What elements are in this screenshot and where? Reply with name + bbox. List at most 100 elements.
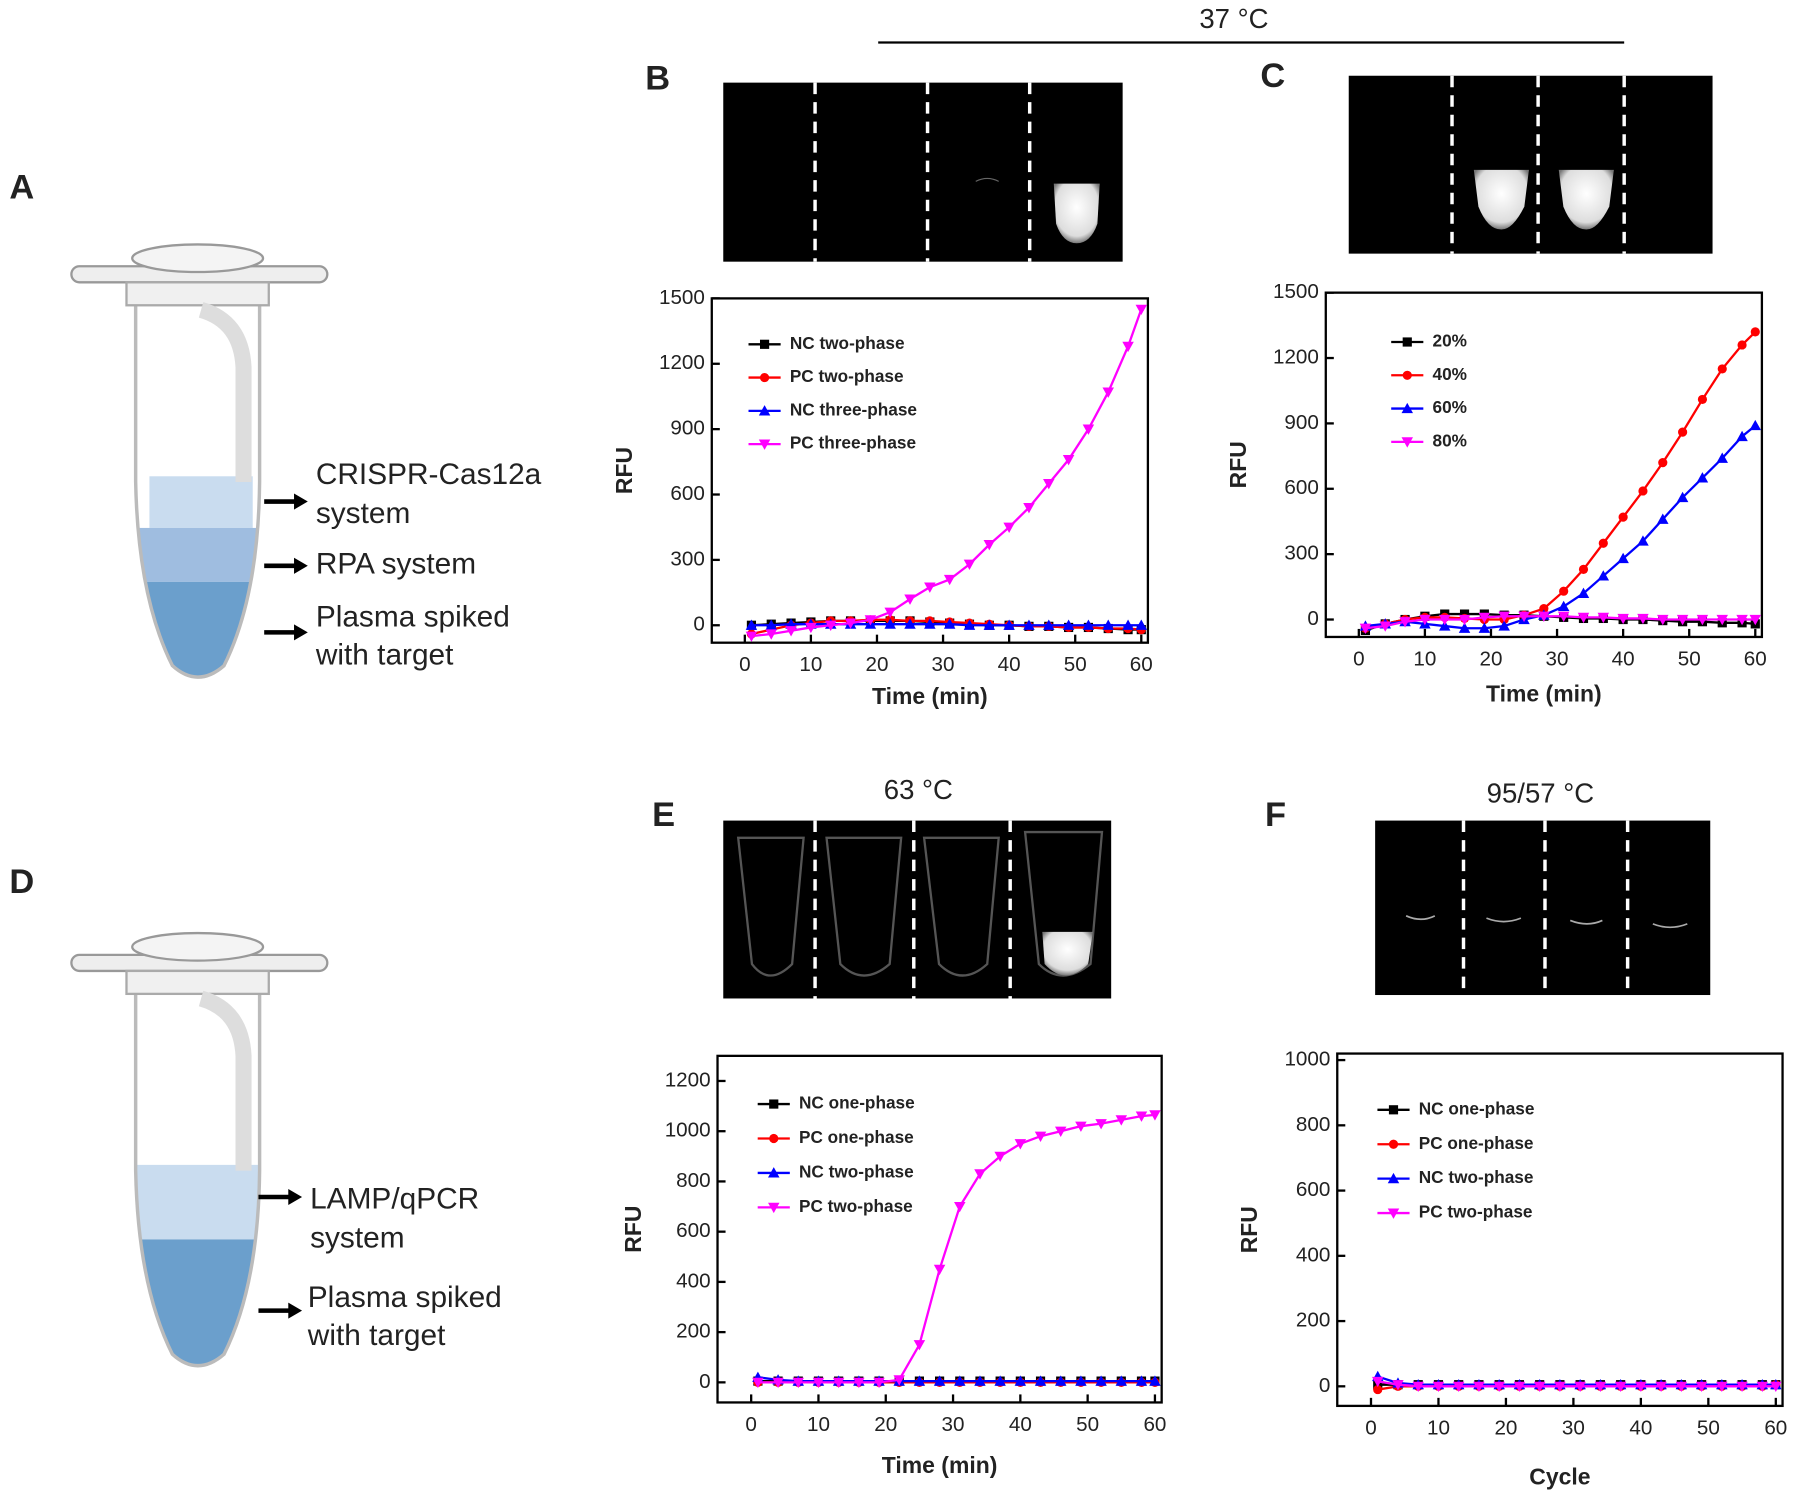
marker (1737, 340, 1747, 350)
x-tick-label: 30 (1562, 1416, 1585, 1439)
panel-letter: F (1265, 796, 1286, 834)
marker (963, 619, 976, 630)
legend-label: NC one-phase (1419, 1098, 1535, 1118)
marker (1115, 1375, 1128, 1386)
marker (1401, 437, 1414, 448)
marker (983, 619, 996, 630)
marker (1135, 1375, 1148, 1386)
panel-letter: B (645, 59, 670, 97)
legend-label: 20% (1433, 331, 1467, 351)
x-tick-label: 50 (1697, 1416, 1720, 1439)
y-tick-label: 600 (676, 1219, 710, 1242)
y-tick-label: 1000 (1284, 1048, 1330, 1071)
marker (1401, 402, 1414, 414)
marker (1373, 1384, 1383, 1395)
marker (792, 1377, 805, 1389)
marker (772, 1377, 784, 1389)
marker (765, 629, 777, 640)
marker (933, 1264, 946, 1276)
y-tick-label: 0 (699, 1370, 710, 1393)
y-tick-label: 600 (670, 482, 704, 505)
marker (1676, 491, 1689, 503)
marker (1770, 1381, 1782, 1393)
marker (1372, 1376, 1384, 1388)
marker (1657, 614, 1669, 626)
x-tick-label: 60 (1744, 647, 1767, 670)
diagram-label: Plasma spiked (308, 1281, 502, 1314)
marker (1538, 611, 1550, 622)
marker (844, 618, 857, 629)
marker (1135, 304, 1148, 316)
marker (853, 1377, 865, 1389)
y-tick-label: 300 (670, 547, 704, 570)
marker (1736, 1381, 1748, 1393)
marker (1557, 600, 1570, 612)
y-tick-label: 400 (1296, 1243, 1330, 1266)
marker (1043, 619, 1055, 630)
y-tick-label: 1500 (659, 286, 705, 309)
marker (1597, 570, 1610, 581)
marker (1387, 1172, 1400, 1184)
y-tick-label: 300 (1284, 542, 1318, 565)
marker (1676, 614, 1689, 626)
y-tick-label: 600 (1296, 1178, 1330, 1201)
panel-letter: E (652, 796, 675, 834)
x-tick-label: 40 (998, 653, 1021, 676)
marker (1750, 327, 1760, 337)
marker (1082, 424, 1095, 435)
marker (824, 620, 837, 631)
marker (1388, 1105, 1399, 1115)
marker (1054, 1375, 1067, 1386)
marker (768, 1167, 780, 1178)
legend-label: NC three-phase (790, 399, 917, 419)
marker (768, 1202, 780, 1214)
series-line (757, 1113, 1156, 1384)
marker (1658, 458, 1668, 468)
legend-label: PC two-phase (1419, 1202, 1533, 1222)
marker (769, 1099, 779, 1109)
x-tick-label: 0 (1353, 647, 1364, 670)
x-tick-label: 0 (739, 653, 750, 676)
marker (1082, 619, 1095, 630)
diagram-label: with target (315, 638, 454, 671)
marker (1598, 538, 1608, 548)
marker (1478, 612, 1491, 624)
marker (1736, 430, 1748, 442)
tube-diagram-a (70, 243, 329, 679)
marker (983, 540, 996, 551)
photo-f (1375, 820, 1711, 996)
y-tick-label: 1200 (659, 351, 705, 374)
marker (1695, 1381, 1708, 1393)
y-tick-label: 1500 (1273, 280, 1319, 303)
x-tick-label: 0 (1365, 1416, 1376, 1439)
marker (994, 1375, 1006, 1386)
legend-label: NC two-phase (790, 333, 905, 353)
y-axis-label: RFU (1236, 1206, 1262, 1253)
marker (1062, 455, 1075, 466)
x-axis-label: Time (min) (882, 1452, 998, 1478)
marker (893, 1375, 905, 1386)
series-line (751, 308, 1143, 638)
marker (933, 1375, 946, 1386)
marker (884, 618, 896, 629)
y-tick-label: 600 (1284, 476, 1318, 499)
x-tick-label: 50 (1064, 653, 1087, 676)
marker (1102, 619, 1114, 630)
diagram-label: system (310, 1221, 404, 1254)
marker (752, 1377, 764, 1389)
marker (943, 618, 956, 629)
marker (994, 1151, 1006, 1163)
series-line (1365, 331, 1757, 630)
marker (1034, 1375, 1047, 1386)
marker (745, 619, 758, 630)
x-axis-label: Time (min) (1486, 681, 1602, 707)
marker (759, 339, 770, 349)
marker (1675, 1381, 1688, 1393)
marker (1149, 1375, 1161, 1386)
marker (1062, 619, 1075, 630)
x-tick-label: 40 (1629, 1416, 1652, 1439)
marker (1594, 1381, 1607, 1393)
marker (1135, 1111, 1148, 1122)
marker (1635, 1381, 1647, 1393)
